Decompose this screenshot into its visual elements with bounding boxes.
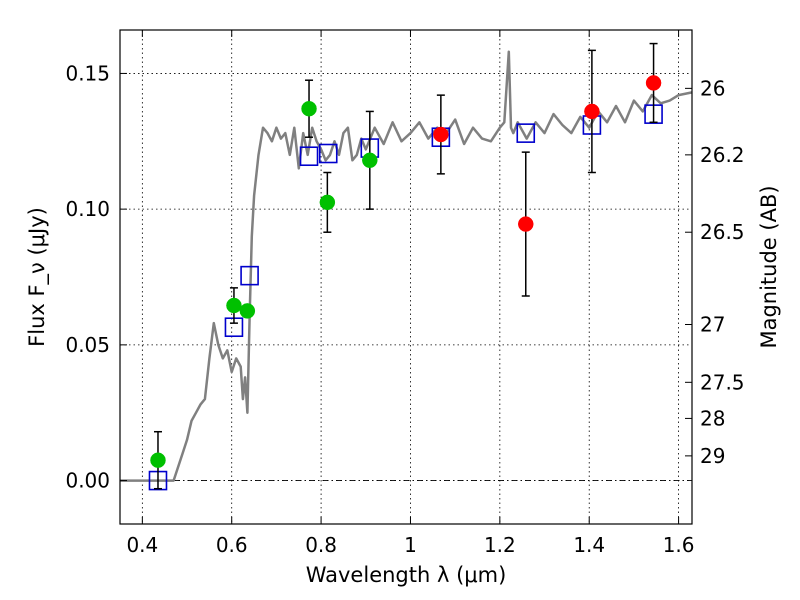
y2-tick-label: 27	[700, 313, 725, 337]
x-tick-label: 1.4	[573, 533, 605, 557]
model-photometry-square	[318, 143, 338, 164]
model-photometry-square	[240, 265, 259, 286]
red-data-point	[433, 126, 449, 143]
x-tick-label: 0.4	[126, 533, 158, 557]
y-tick-label: 0.05	[65, 333, 110, 357]
y-axis-label: Flux F_ν (μJy)	[25, 207, 50, 347]
red-data-point	[518, 216, 534, 232]
spectrum-line	[120, 50, 693, 482]
red-data-point	[645, 75, 662, 91]
green-data-point	[226, 297, 242, 314]
model-photometry-square	[516, 123, 536, 143]
y2-tick-label: 28	[700, 406, 725, 430]
x-tick-label: 1.6	[663, 533, 695, 557]
x-tick-label: 0.6	[216, 533, 248, 557]
x-tick-label: 0.8	[305, 533, 337, 557]
y2-axis-label: Magnitude (AB)	[757, 185, 781, 348]
y-tick-label: 0.10	[65, 197, 110, 221]
y2-tick-label: 26	[700, 76, 725, 100]
plot-frame	[119, 29, 693, 525]
green-data-point	[301, 100, 317, 117]
ticks	[120, 30, 692, 524]
model-photometry-square	[299, 146, 319, 167]
tick-labels: 0.4 0.6 0.8 1 1.2 1.4 1.6 0.00 0.05 0.10 0.15 26 26.…	[65, 61, 744, 557]
x-tick-label: 1.2	[484, 533, 516, 557]
y2-tick-label: 27.5	[700, 370, 745, 394]
y-tick-label: 0.15	[65, 61, 110, 85]
grid	[120, 30, 692, 524]
model-spectrum	[120, 50, 693, 482]
x-tick-label: 1	[404, 533, 417, 557]
y-tick-label: 0.00	[65, 469, 110, 493]
green-data-point	[362, 152, 378, 169]
y2-tick-label: 29	[700, 444, 725, 468]
data-points	[148, 42, 663, 491]
green-data-point	[319, 194, 336, 211]
x-axis-label: Wavelength λ (μm)	[306, 563, 507, 587]
y2-tick-label: 26.2	[700, 143, 745, 167]
red-data-point	[584, 103, 600, 120]
y2-tick-label: 26.5	[700, 220, 745, 244]
green-data-point	[150, 452, 166, 468]
green-data-point	[239, 303, 256, 319]
